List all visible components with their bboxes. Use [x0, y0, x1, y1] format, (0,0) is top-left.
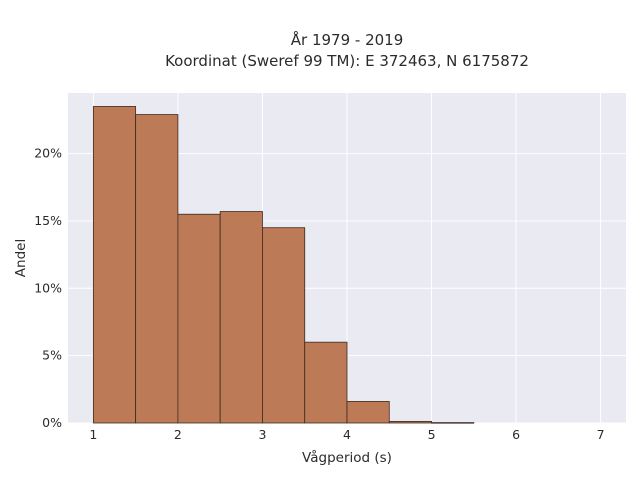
- y-axis-ticks: 0% 5% 10% 15% 20%: [34, 146, 62, 430]
- histogram-bar-4: [219, 211, 263, 424]
- histogram-bars: [92, 106, 475, 424]
- x-tick-label: 3: [258, 427, 266, 442]
- x-axis-ticks: 1 2 3 4 5 6 7: [89, 427, 604, 442]
- histogram-bar-2: [135, 114, 179, 424]
- chart-title-line-2: Koordinat (Sweref 99 TM): E 372463, N 61…: [165, 52, 529, 70]
- histogram-bar-8: [388, 420, 432, 424]
- y-tick-label: 0%: [42, 415, 62, 430]
- x-tick-label: 1: [89, 427, 97, 442]
- y-tick-label: 15%: [34, 213, 62, 228]
- y-tick-label: 10%: [34, 280, 62, 295]
- y-axis-label: Andel: [13, 239, 29, 277]
- x-tick-label: 4: [343, 427, 351, 442]
- y-tick-label: 5%: [42, 348, 62, 363]
- chart-title-line-1: År 1979 - 2019: [291, 30, 404, 49]
- histogram-bar-5: [262, 227, 306, 424]
- histogram-bar-7: [346, 401, 390, 424]
- histogram-bar-3: [177, 213, 221, 424]
- x-axis-label: Vågperiod (s): [302, 449, 392, 466]
- histogram-bar-6: [304, 341, 348, 424]
- x-tick-label: 2: [174, 427, 182, 442]
- x-tick-label: 7: [597, 427, 605, 442]
- histogram-bar-1: [92, 106, 137, 424]
- x-tick-label: 6: [512, 427, 520, 442]
- y-tick-label: 20%: [34, 146, 62, 161]
- histogram-bar-9: [431, 422, 475, 424]
- x-tick-label: 5: [428, 427, 436, 442]
